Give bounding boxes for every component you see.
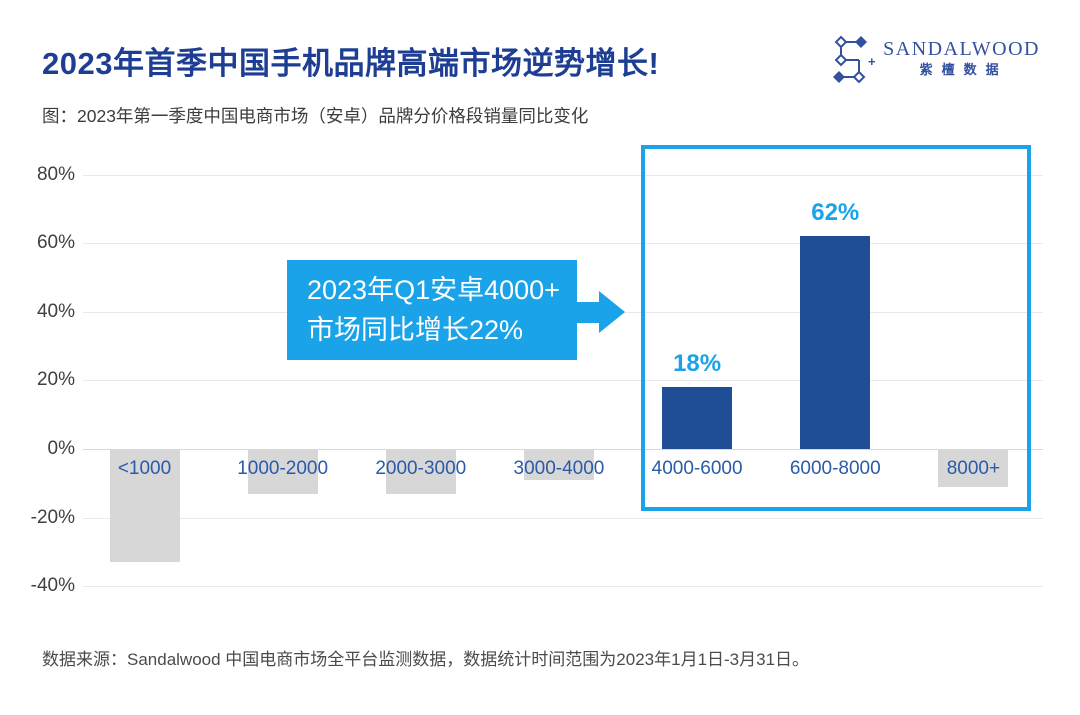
y-axis-tick-label: 0% (47, 438, 75, 459)
category-label: <1000 (117, 458, 172, 479)
gridline (83, 586, 1043, 588)
svg-text:+: + (868, 54, 876, 69)
sandalwood-logo-icon: + (833, 35, 876, 83)
y-axis-tick-label: -20% (30, 506, 75, 528)
y-axis-tick-label: 20% (36, 369, 75, 391)
annotation-arrow-icon (599, 291, 625, 333)
bar-value-label: 18% (673, 350, 722, 378)
page-title: 2023年首季中国手机品牌高端市场逆势增长! (42, 46, 660, 81)
gridline (83, 174, 1043, 176)
bar (523, 449, 594, 480)
data-source-note: 数据来源：Sandalwood 中国电商市场全平台监测数据，数据统计时间范围为2… (42, 650, 810, 669)
category-label: 6000-8000 (789, 458, 881, 479)
bar-value-label: 62% (811, 199, 860, 227)
category-label: 4000-6000 (651, 458, 743, 479)
annotation-arrow-stem (575, 302, 600, 323)
y-axis-tick-label: 40% (36, 300, 75, 322)
gridline (83, 380, 1043, 382)
bar (385, 449, 456, 494)
y-axis-tick-label: -40% (30, 575, 75, 597)
gridline (83, 243, 1043, 245)
category-label: 2000-3000 (375, 458, 467, 479)
logo-name-cn: 紫檀数据 (919, 62, 1008, 78)
category-label: 3000-4000 (513, 458, 605, 479)
highlight-box (641, 145, 1031, 511)
category-label: 1000-2000 (237, 458, 329, 479)
y-axis-tick-label: 60% (36, 232, 75, 254)
annotation-line1: 2023年Q1安卓4000+ (307, 275, 560, 305)
bar (662, 387, 733, 449)
bar (938, 449, 1009, 487)
bar (109, 449, 180, 563)
gridline (83, 517, 1043, 519)
logo-name-en: SANDALWOOD (883, 38, 1040, 61)
brand-logo: + SANDALWOOD 紫檀数据 (831, 33, 1040, 83)
bar (800, 236, 871, 449)
annotation-line2: 市场同比增长22% (307, 315, 524, 345)
bar (247, 449, 318, 494)
chart-caption: 图：2023年第一季度中国电商市场（安卓）品牌分价格段销量同比变化 (42, 106, 589, 126)
y-axis-tick-label: 80% (36, 163, 75, 185)
annotation-callout: 2023年Q1安卓4000+ 市场同比增长22% (287, 260, 577, 360)
category-label: 8000+ (946, 458, 1001, 479)
